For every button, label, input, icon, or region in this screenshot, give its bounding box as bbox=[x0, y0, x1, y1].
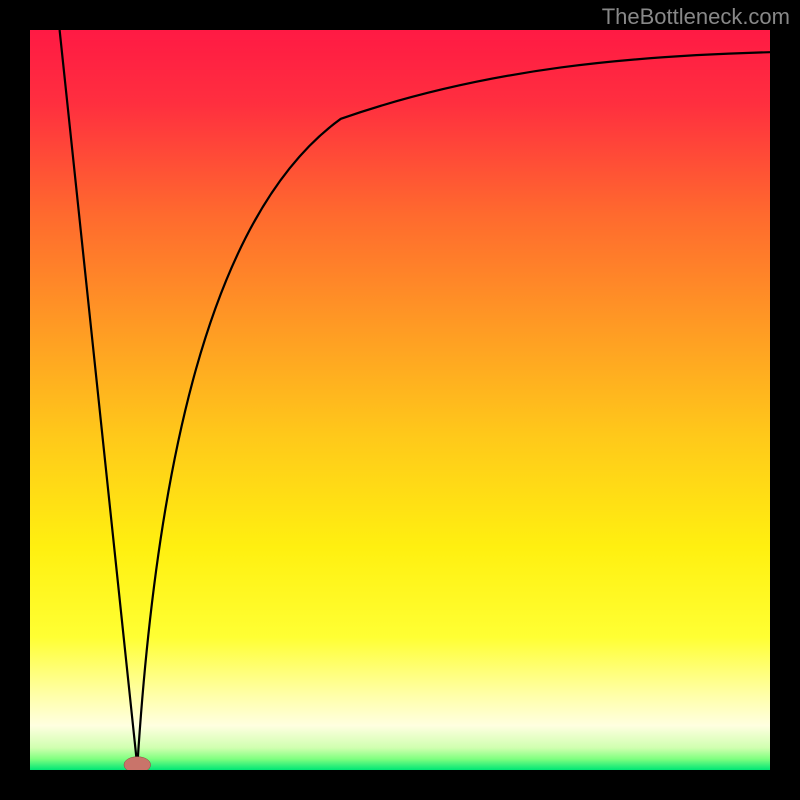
chart-container: TheBottleneck.com bbox=[0, 0, 800, 800]
plot-background bbox=[30, 30, 770, 770]
bottleneck-chart bbox=[0, 0, 800, 800]
watermark-text: TheBottleneck.com bbox=[602, 4, 790, 30]
